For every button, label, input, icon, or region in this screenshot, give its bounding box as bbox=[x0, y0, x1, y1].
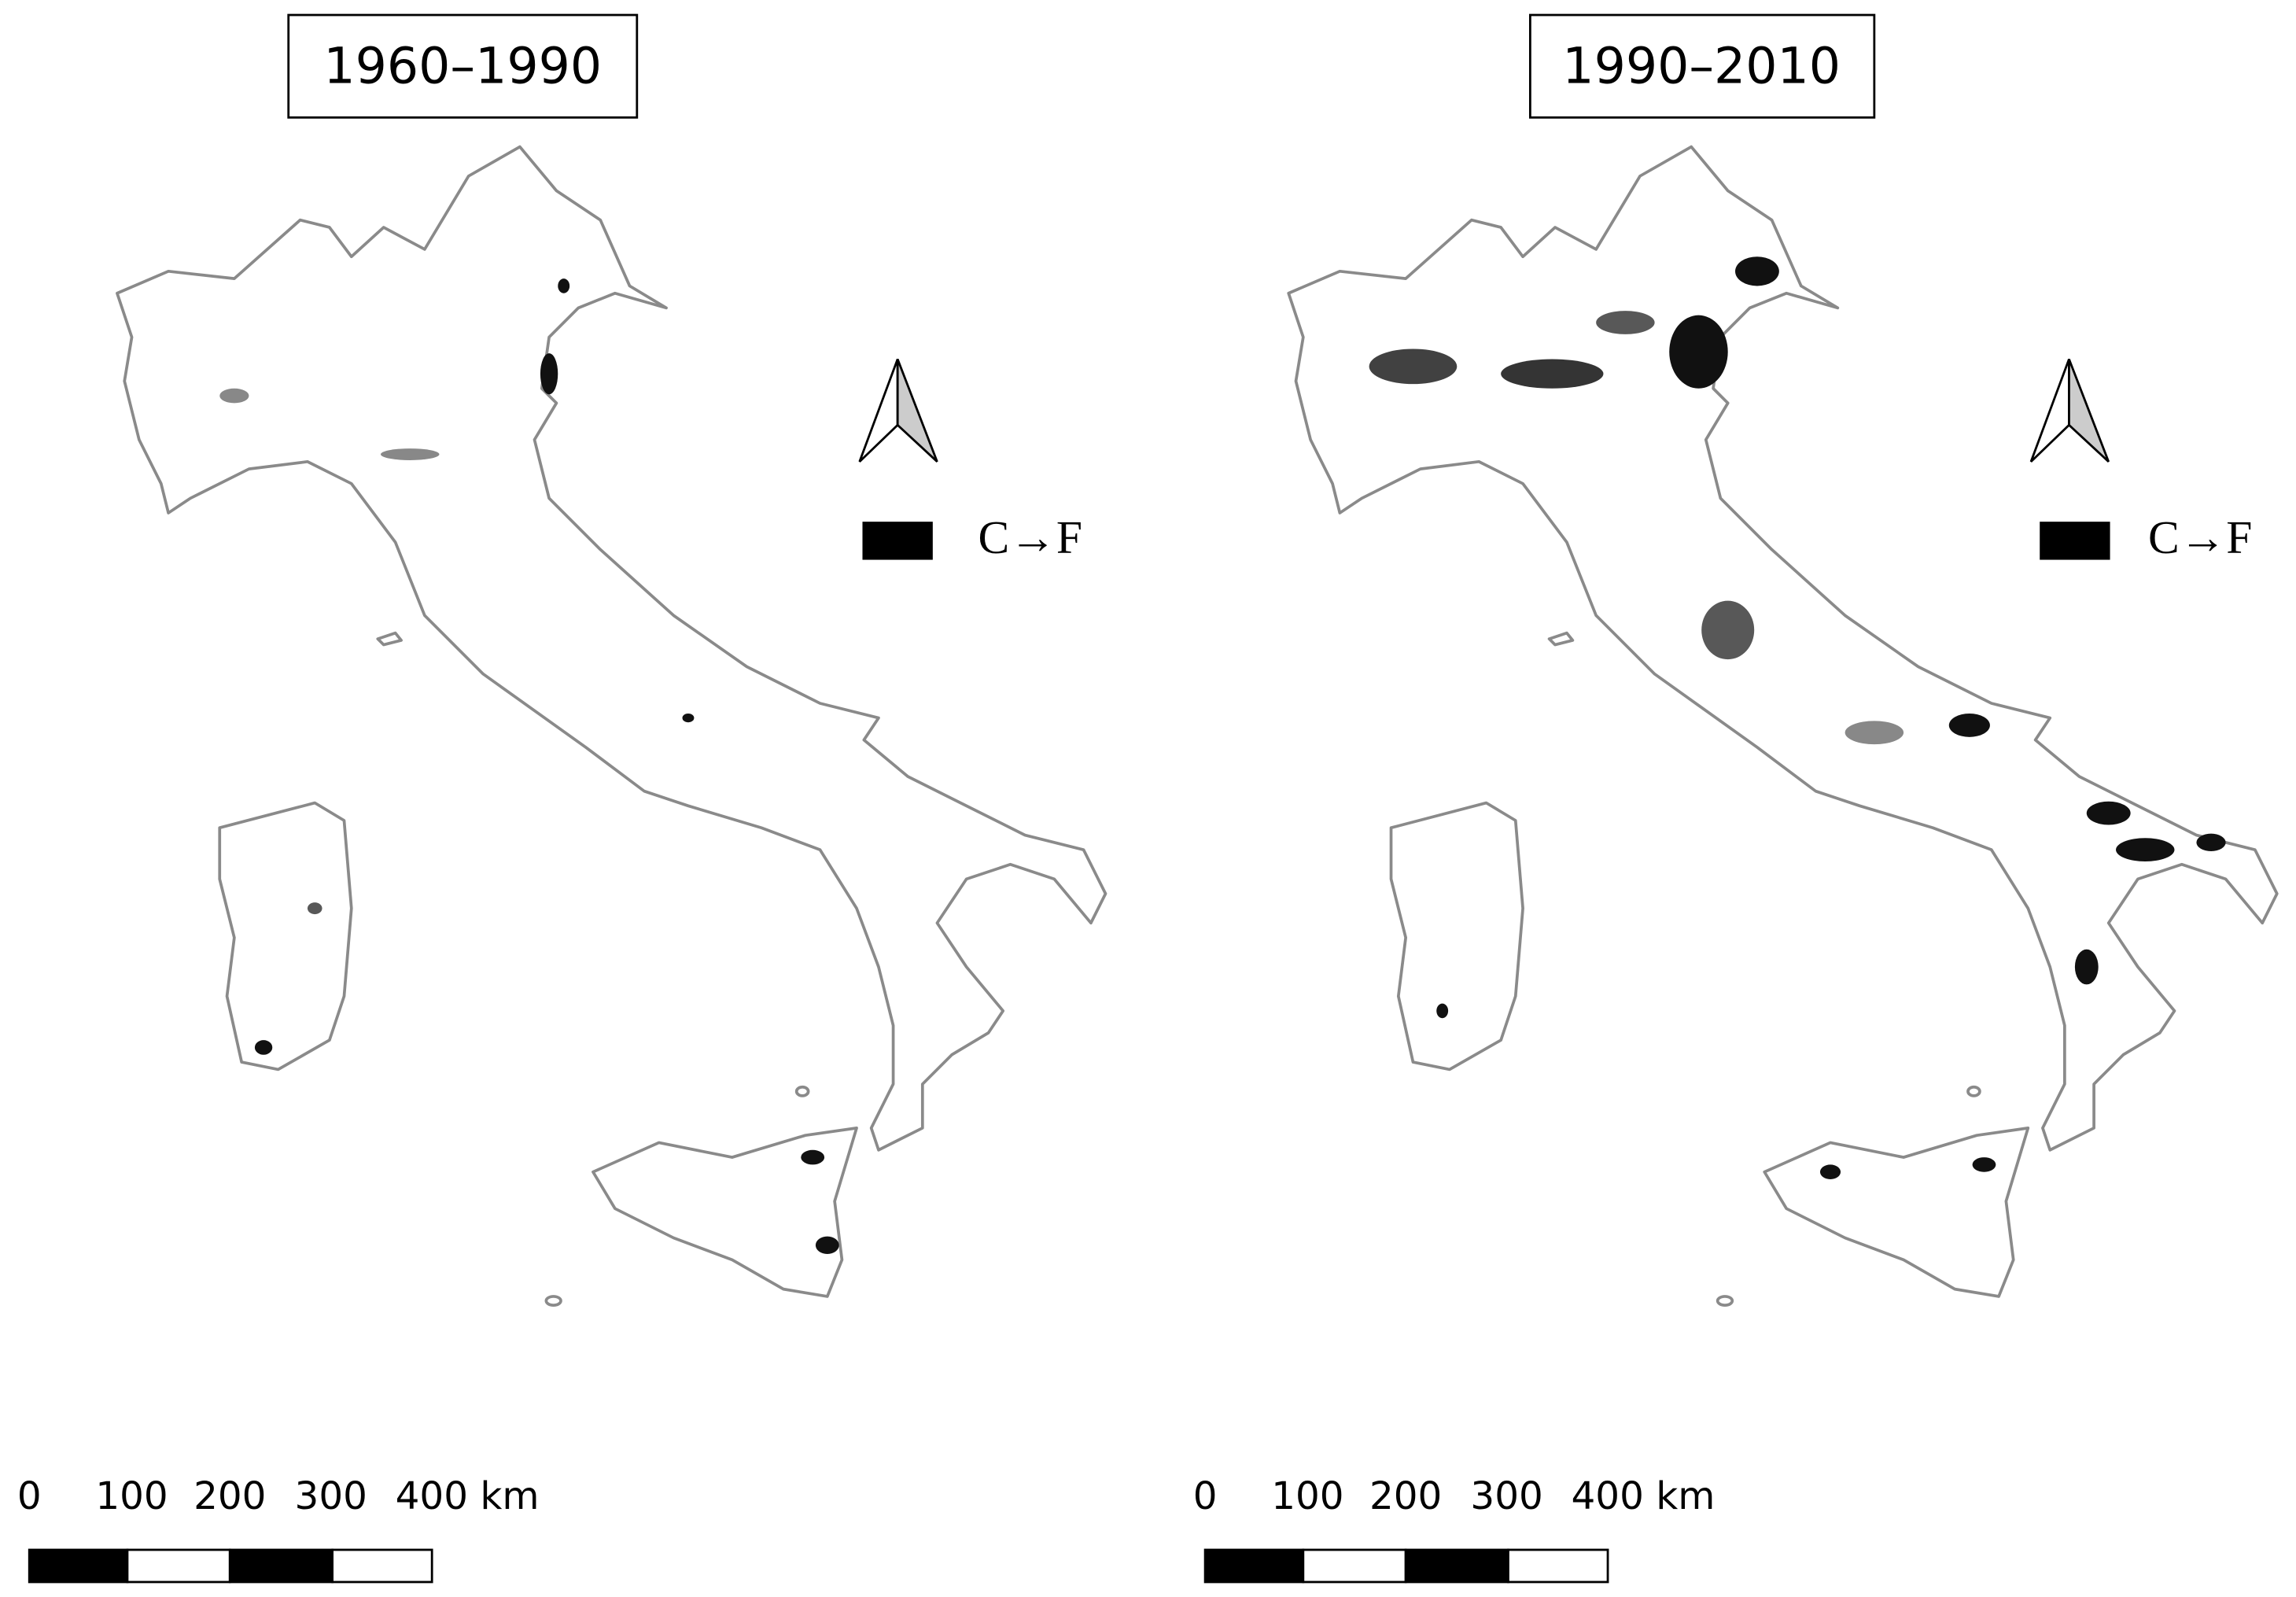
legend-label: C→F bbox=[978, 511, 1082, 563]
north-arrow bbox=[2029, 359, 2110, 463]
panel-title: 1960–1990 bbox=[323, 36, 602, 94]
scale-label: 200 bbox=[1369, 1474, 1442, 1518]
legend-swatch bbox=[2040, 522, 2110, 560]
scale-bar bbox=[1203, 1548, 1609, 1584]
italy-map bbox=[116, 145, 1107, 1307]
scale-label: 200 bbox=[193, 1474, 266, 1518]
scale-label: 300 bbox=[295, 1474, 367, 1518]
change-patches bbox=[1369, 256, 2226, 1180]
scale-bar bbox=[28, 1548, 433, 1584]
legend-label: C→F bbox=[2148, 511, 2252, 563]
change-patches bbox=[219, 278, 839, 1254]
scale-labels: 0 100 200 300 400 km bbox=[17, 1474, 540, 1518]
scale-label: 100 bbox=[95, 1474, 168, 1518]
scale-label: 0 bbox=[17, 1474, 42, 1518]
scale-labels: 0 100 200 300 400 km bbox=[1193, 1474, 1716, 1518]
scale-label: 100 bbox=[1271, 1474, 1343, 1518]
title-box bbox=[287, 13, 639, 119]
panel-right: 1990–2010 bbox=[1193, 13, 2279, 1584]
north-arrow bbox=[858, 359, 938, 463]
scale-label: 400 km bbox=[396, 1474, 540, 1518]
panel-left: 1960–1990 C→F 0 100 200 300 400 km bbox=[17, 13, 1107, 1584]
legend-swatch bbox=[862, 522, 933, 560]
scale-label: 0 bbox=[1193, 1474, 1218, 1518]
panel-title: 1990–2010 bbox=[1562, 36, 1841, 94]
scale-label: 300 bbox=[1470, 1474, 1542, 1518]
scale-label: 400 km bbox=[1572, 1474, 1716, 1518]
italy-map bbox=[1287, 145, 2279, 1307]
title-box bbox=[1528, 13, 1876, 119]
